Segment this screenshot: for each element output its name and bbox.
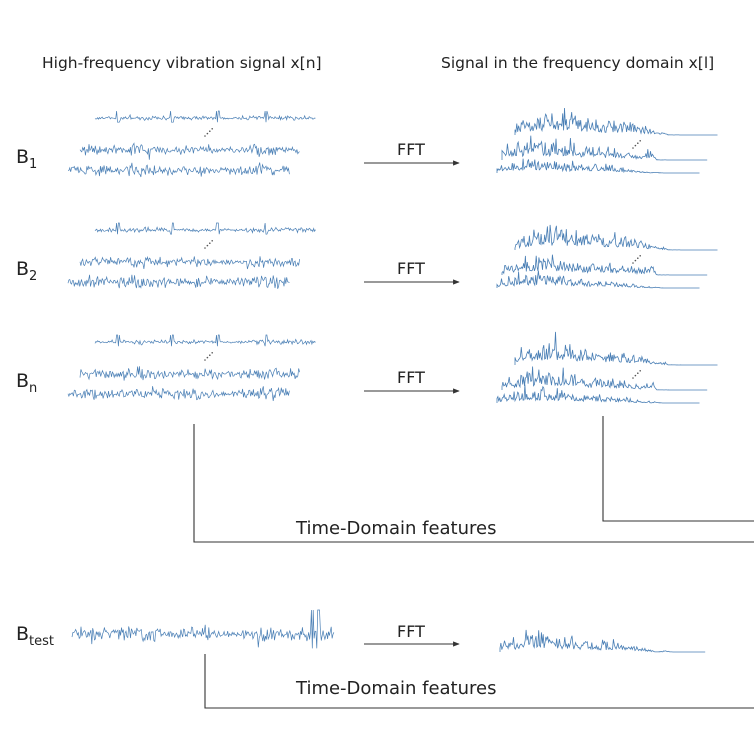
ellipsis-dots-freq-2 <box>637 257 639 260</box>
time-signal-3-c <box>67 386 290 401</box>
time-domain-features-label-train: Time-Domain features <box>296 518 497 539</box>
ellipsis-dots-freq-3 <box>634 374 637 377</box>
ellipsis-dots-freq-3 <box>639 370 641 372</box>
signal-waveforms <box>67 107 718 653</box>
bearing-label-2: B2 <box>16 258 38 284</box>
time-signal-2-a <box>94 222 316 235</box>
ellipsis-dots-time-2 <box>204 247 206 249</box>
time-signal-3-b <box>79 366 300 381</box>
ellipsis-dots-freq-2 <box>632 262 634 264</box>
frequency-signal-header: Signal in the frequency domain x[l] <box>441 54 715 72</box>
time-signal-test <box>71 609 335 649</box>
ellipsis-dots-time-2 <box>206 244 209 247</box>
spectrum-1-c <box>496 158 700 174</box>
ellipsis-dots-freq-2 <box>639 255 641 257</box>
ellipsis-dots-time-1 <box>211 128 213 130</box>
time-signal-1-b <box>79 142 300 160</box>
spectrum-test <box>499 629 706 653</box>
ellipsis-dots-freq-1 <box>637 142 639 144</box>
time-signal-3-a <box>94 334 316 347</box>
ellipsis-dots-time-1 <box>209 130 211 132</box>
spectrum-3-c <box>496 384 700 404</box>
ellipsis-dots-time-3 <box>206 356 209 359</box>
spectrum-2-c <box>496 270 700 289</box>
fft-label-n: FFT <box>397 368 425 387</box>
time-signal-1-a <box>94 110 316 123</box>
ellipsis-dots-freq-1 <box>632 147 634 149</box>
bearing-label-n: Bn <box>16 370 38 396</box>
ellipsis-dots-freq-3 <box>637 372 639 375</box>
time-signal-1-c <box>67 162 290 178</box>
spectrum-1-b <box>501 135 708 161</box>
ellipsis-dots-freq-1 <box>634 144 637 147</box>
bearing-label-test: Btest <box>16 623 55 649</box>
spectrum-2-a <box>514 224 718 251</box>
fft-label-2: FFT <box>397 259 425 278</box>
ellipsis-dots-time-1 <box>206 132 209 135</box>
bearing-label-1: B1 <box>16 146 38 172</box>
ellipsis-dots-freq-1 <box>639 140 641 142</box>
ellipsis-dots-time-3 <box>209 354 211 357</box>
time-feature-connector-test <box>204 654 754 709</box>
spectrum-3-a <box>514 331 718 366</box>
ellipsis-dots-time-2 <box>209 242 211 244</box>
time-domain-features-label-test: Time-Domain features <box>296 678 497 699</box>
time-signal-2-c <box>67 274 290 289</box>
ellipsis-dots-freq-2 <box>634 259 637 262</box>
time-signal-2-b <box>79 255 300 270</box>
spectrum-3-b <box>501 366 708 391</box>
time-feature-connector-train <box>193 424 754 543</box>
ellipsis-dots-time-3 <box>204 359 206 361</box>
spectrum-2-b <box>501 254 708 276</box>
ellipsis-dots-time-1 <box>204 135 206 137</box>
fft-label-test: FFT <box>397 622 425 641</box>
ellipsis-dots-time-2 <box>211 240 213 242</box>
spectrum-1-a <box>514 107 718 136</box>
freq-feature-connector-train <box>602 416 754 522</box>
time-signal-header: High-frequency vibration signal x[n] <box>42 54 322 72</box>
ellipsis-dots-freq-3 <box>632 377 634 379</box>
fft-label-1: FFT <box>397 140 425 159</box>
ellipsis-dots-time-3 <box>211 352 213 354</box>
